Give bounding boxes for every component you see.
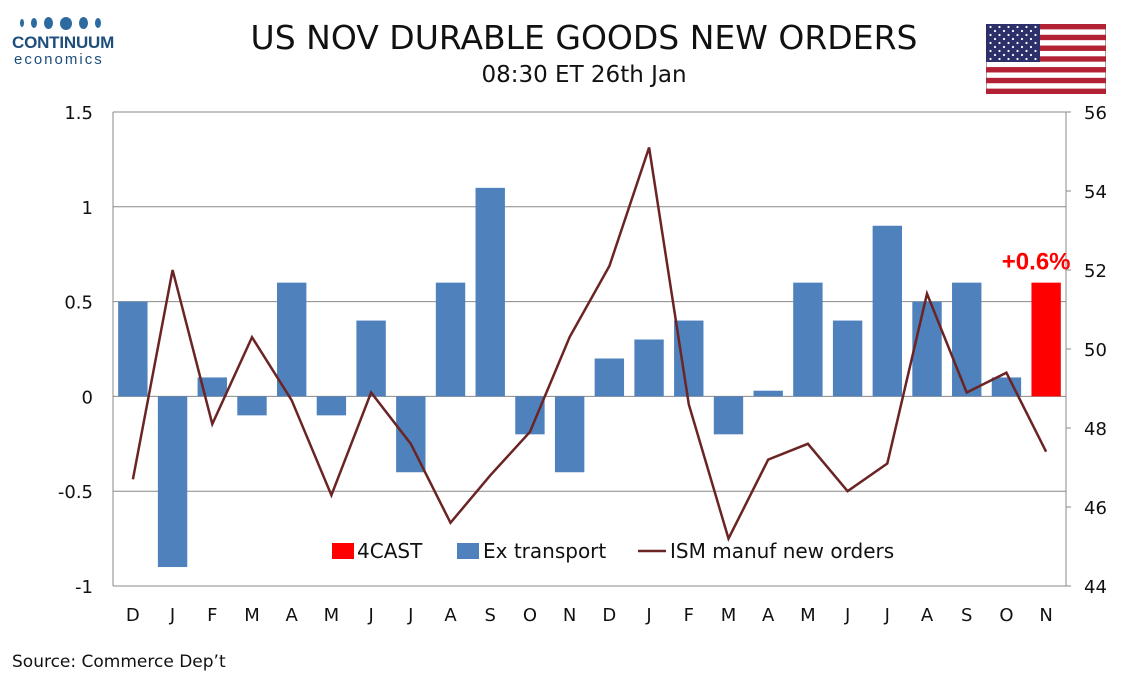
- x-tick-label: A: [286, 605, 299, 626]
- chart-subtitle: 08:30 ET 26th Jan: [481, 62, 687, 88]
- logo-dot: [79, 17, 88, 29]
- logo-dot: [44, 17, 53, 29]
- x-tick-label: N: [1039, 605, 1052, 626]
- x-tick-label: M: [244, 605, 260, 626]
- y-left-tick-label: 0.5: [64, 293, 93, 314]
- x-tick-label: O: [999, 605, 1013, 626]
- ex-transport-bar: [435, 282, 466, 397]
- x-tick-label: N: [563, 605, 576, 626]
- x-tick-label: S: [961, 605, 972, 626]
- x-tick-label: D: [126, 605, 140, 626]
- legend-label-4cast: 4CAST: [357, 539, 423, 563]
- logo-name: CONTINUUM: [12, 33, 115, 52]
- ex-transport-bar: [634, 339, 664, 397]
- x-tick-label: J: [169, 605, 175, 626]
- x-tick-label: M: [800, 605, 816, 626]
- y-right-tick-label: 52: [1084, 261, 1107, 282]
- y-right-tick-label: 54: [1084, 182, 1107, 203]
- x-tick-label: D: [602, 605, 616, 626]
- ex-transport-bar: [952, 282, 982, 397]
- ex-transport-bar: [872, 225, 903, 397]
- ex-transport-bar: [515, 396, 545, 435]
- legend-swatch-ex-transport: [457, 543, 479, 559]
- ism-new-orders-line: [131, 147, 1048, 542]
- x-tick-label: A: [444, 605, 457, 626]
- y-right-tick-label: 56: [1084, 103, 1107, 124]
- logo-dot: [95, 18, 101, 28]
- y-left-tick-label: 0: [82, 387, 93, 408]
- us-flag-icon: [986, 24, 1106, 94]
- x-tick-label: J: [884, 605, 890, 626]
- ex-transport-bar: [793, 282, 823, 397]
- ex-transport-bar: [396, 396, 426, 473]
- ex-transport-bar: [276, 282, 307, 397]
- ex-transport-bar: [832, 320, 863, 397]
- ex-transport-bar: [316, 396, 347, 416]
- chart-title: US NOV DURABLE GOODS NEW ORDERS: [250, 18, 918, 57]
- x-tick-label: J: [407, 605, 413, 626]
- ex-transport-bar: [554, 396, 585, 473]
- y-right-tick-label: 46: [1084, 498, 1107, 519]
- y-left-tick-label: -1: [75, 577, 93, 598]
- logo-subtitle: economics: [14, 51, 104, 68]
- logo-dot: [20, 19, 24, 27]
- forecast-bar: [1031, 282, 1061, 397]
- x-tick-label: J: [367, 605, 373, 626]
- y-left-tick-label: 1: [82, 198, 93, 219]
- ex-transport-bar: [594, 358, 625, 397]
- ex-transport-bar: [753, 390, 783, 397]
- legend-swatch-4cast: [332, 543, 354, 559]
- logo-dots-icon: [12, 14, 137, 32]
- ex-transport-bar: [475, 187, 505, 397]
- x-tick-label: M: [324, 605, 340, 626]
- ex-transport-bar: [118, 301, 148, 397]
- x-tick-label: O: [523, 605, 537, 626]
- x-tick-label: M: [721, 605, 737, 626]
- ex-transport-bar: [356, 320, 386, 397]
- y-right-tick-label: 48: [1084, 419, 1107, 440]
- x-tick-label: F: [207, 605, 217, 626]
- y-right-tick-label: 50: [1084, 340, 1107, 361]
- x-tick-label: F: [684, 605, 694, 626]
- logo-dot: [60, 16, 72, 30]
- x-tick-label: S: [485, 605, 496, 626]
- y-right-tick-label: 44: [1084, 577, 1107, 598]
- legend-label-ism: ISM manuf new orders: [670, 539, 894, 563]
- ex-transport-bar: [713, 396, 744, 435]
- continuum-logo: CONTINUUM economics: [12, 14, 137, 74]
- x-tick-label: A: [762, 605, 775, 626]
- x-tick-label: A: [921, 605, 934, 626]
- ex-transport-bar: [237, 396, 267, 416]
- ex-transport-bar: [912, 301, 942, 397]
- forecast-annotation: +0.6%: [1002, 249, 1071, 276]
- ex-transport-bar: [991, 377, 1022, 397]
- ex-transport-bar: [157, 396, 188, 568]
- y-left-tick-label: 1.5: [64, 103, 93, 124]
- y-left-tick-label: -0.5: [58, 482, 93, 503]
- x-tick-label: J: [645, 605, 651, 626]
- source-note: Source: Commerce Dep’t: [12, 652, 226, 672]
- x-tick-label: J: [844, 605, 850, 626]
- logo-dot: [31, 18, 37, 28]
- legend-label-ex-transport: Ex transport: [483, 539, 606, 563]
